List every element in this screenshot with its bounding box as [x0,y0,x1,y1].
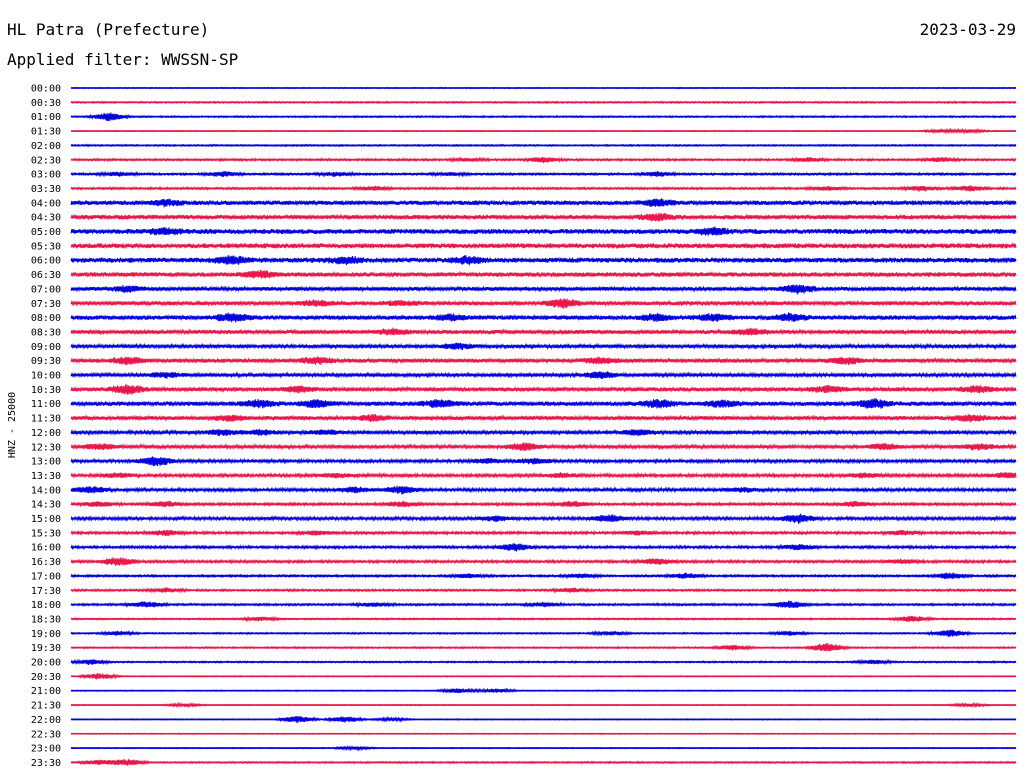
time-tick-label: 13:00 [31,457,61,468]
time-tick-label: 11:30 [31,414,61,425]
time-tick-label: 10:30 [31,385,61,396]
time-tick-label: 18:30 [31,614,61,625]
seismic-trace [70,356,1017,366]
time-tick-label: 15:30 [31,528,61,539]
date-label: 2023-03-29 [919,20,1016,39]
time-tick-group: 00:00 00:30 01:00 01:30 02:00 02:30 03:00 03:30… [31,84,61,769]
time-tick-label: 01:30 [31,127,61,138]
time-tick-label: 07:30 [31,299,61,310]
time-tick-label: 22:00 [31,715,61,726]
time-tick-label: 14:30 [31,500,61,511]
time-tick-label: 23:00 [31,744,61,755]
time-tick-label: 17:00 [31,571,61,582]
time-tick-label: 20:00 [31,658,61,669]
time-tick-label: 03:00 [31,170,61,181]
time-tick-label: 00:30 [31,98,61,109]
station-title: HL Patra (Prefecture) [7,20,210,39]
time-tick-label: 13:30 [31,471,61,482]
time-tick-label: 20:30 [31,672,61,683]
time-tick-label: 14:00 [31,485,61,496]
y-axis-label: HNZ - 25000 [7,392,18,458]
time-tick-label: 03:30 [31,184,61,195]
time-tick-label: 08:00 [31,313,61,324]
time-tick-label: 23:30 [31,758,61,769]
time-tick-label: 07:00 [31,284,61,295]
time-tick-label: 12:30 [31,442,61,453]
filter-label-text: Applied filter: [7,50,152,69]
time-tick-label: 08:30 [31,327,61,338]
time-tick-label: 05:00 [31,227,61,238]
time-tick-label: 21:00 [31,686,61,697]
time-tick-label: 09:30 [31,356,61,367]
time-tick-label: 00:00 [31,84,61,95]
time-tick-label: 19:30 [31,643,61,654]
time-tick-label: 05:30 [31,241,61,252]
time-tick-label: 12:00 [31,428,61,439]
time-tick-label: 11:00 [31,399,61,410]
time-tick-label: 01:00 [31,112,61,123]
filter-label: Applied filter: WWSSN-SP [7,50,238,69]
filter-value: WWSSN-SP [161,50,239,69]
time-tick-label: 19:00 [31,629,61,640]
time-tick-label: 06:30 [31,270,61,281]
time-tick-label: 04:00 [31,198,61,209]
trace-group [70,86,1017,766]
time-tick-label: 15:00 [31,514,61,525]
time-tick-label: 21:30 [31,701,61,712]
time-tick-label: 16:00 [31,543,61,554]
time-tick-label: 02:30 [31,155,61,166]
time-tick-label: 18:00 [31,600,61,611]
time-tick-label: 17:30 [31,586,61,597]
time-tick-label: 22:30 [31,729,61,740]
time-tick-label: 16:30 [31,557,61,568]
time-tick-label: 10:00 [31,371,61,382]
time-tick-label: 04:30 [31,213,61,224]
time-tick-label: 06:00 [31,256,61,267]
time-tick-label: 02:00 [31,141,61,152]
time-tick-label: 09:00 [31,342,61,353]
